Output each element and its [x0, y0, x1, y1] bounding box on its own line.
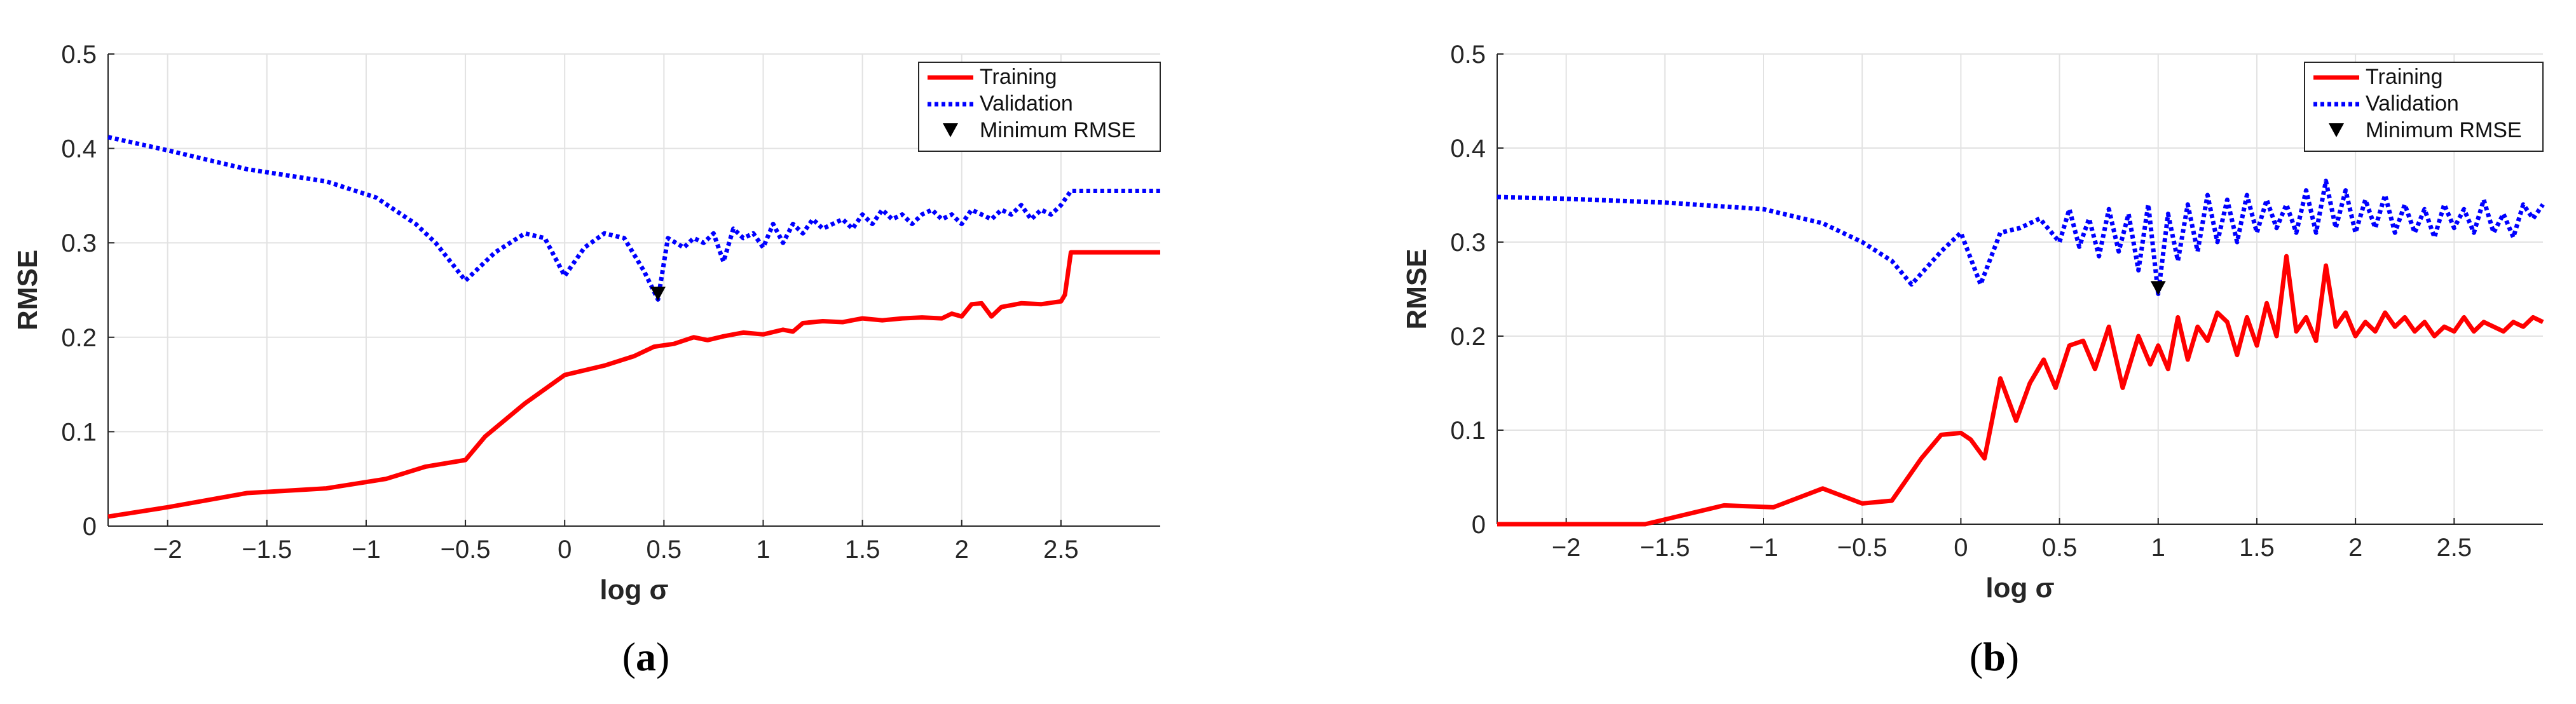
x-tick-label: 0.5: [647, 536, 682, 564]
y-tick-label: 0.5: [1450, 41, 1486, 69]
x-tick-label: 0.5: [2042, 534, 2078, 562]
x-tick-label: 2: [955, 536, 969, 564]
legend-label-training: Training: [2366, 65, 2443, 89]
x-tick-label: −1: [1749, 534, 1778, 562]
x-tick-label: 1.5: [845, 536, 880, 564]
y-tick-label: 0: [1472, 511, 1486, 539]
legend-label-validation: Validation: [980, 91, 1073, 116]
x-tick-label: −1.5: [242, 536, 292, 564]
x-tick-label: 0: [1954, 534, 1968, 562]
chart-panel-a: −2 −1.5 −1 −0.5 0 0.5 1 1.5 2 2.5 0 0.1 0.2 0.3 0.4 0.5…: [12, 41, 1161, 606]
x-tick-label: −0.5: [441, 536, 491, 564]
caption-b: (b): [1970, 634, 2019, 679]
x-tick-label: 2.5: [2437, 534, 2472, 562]
legend-label-training: Training: [980, 65, 1057, 89]
x-tick-label: −1.5: [1640, 534, 1690, 562]
legend-label-minimum: Minimum RMSE: [2366, 118, 2522, 142]
caption-a: (a): [622, 634, 670, 679]
series-line-training: [1497, 254, 2544, 527]
legend-label-minimum: Minimum RMSE: [980, 118, 1136, 142]
minimum-rmse-marker: [2150, 281, 2166, 295]
x-tick-label: 0: [558, 536, 572, 564]
legend-label-validation: Validation: [2366, 91, 2459, 116]
x-tick-label: −1: [352, 536, 381, 564]
y-tick-label: 0.2: [61, 324, 97, 352]
series-line-training: [107, 250, 1160, 519]
y-tick-label: 0.1: [1450, 417, 1486, 445]
legend-swatch-minimum: [943, 123, 958, 137]
chart-panel-b: −2 −1.5 −1 −0.5 0 0.5 1 1.5 2 2.5 0 0.1 0.2 0.3 0.4 0.5…: [1401, 41, 2545, 604]
legend-swatch-minimum: [2329, 123, 2344, 137]
x-tick-label: 1: [756, 536, 770, 564]
x-axis-label: log σ: [1985, 572, 2054, 604]
x-tick-label: 2: [2348, 534, 2362, 562]
x-tick-label: 2.5: [1043, 536, 1079, 564]
y-axis-label: RMSE: [12, 250, 43, 330]
x-tick-label: 1.5: [2239, 534, 2275, 562]
x-axis-label: log σ: [599, 574, 668, 606]
y-tick-label: 0.5: [61, 41, 97, 69]
y-tick-label: 0.4: [1450, 135, 1486, 163]
series-line-validation: [107, 135, 1160, 302]
x-tick-label: −2: [1552, 534, 1581, 562]
x-tick-label: −0.5: [1837, 534, 1887, 562]
x-tick-label: 1: [2151, 534, 2165, 562]
y-tick-label: 0.3: [61, 229, 97, 257]
minimum-rmse-marker: [650, 287, 666, 301]
y-tick-label: 0.3: [1450, 229, 1486, 257]
series-line-validation: [1497, 179, 2545, 296]
y-axis-label: RMSE: [1401, 248, 1432, 329]
y-tick-label: 0.1: [61, 418, 97, 446]
y-tick-label: 0: [83, 513, 97, 541]
x-tick-label: −2: [153, 536, 182, 564]
y-tick-label: 0.2: [1450, 323, 1486, 351]
y-tick-label: 0.4: [61, 135, 97, 163]
